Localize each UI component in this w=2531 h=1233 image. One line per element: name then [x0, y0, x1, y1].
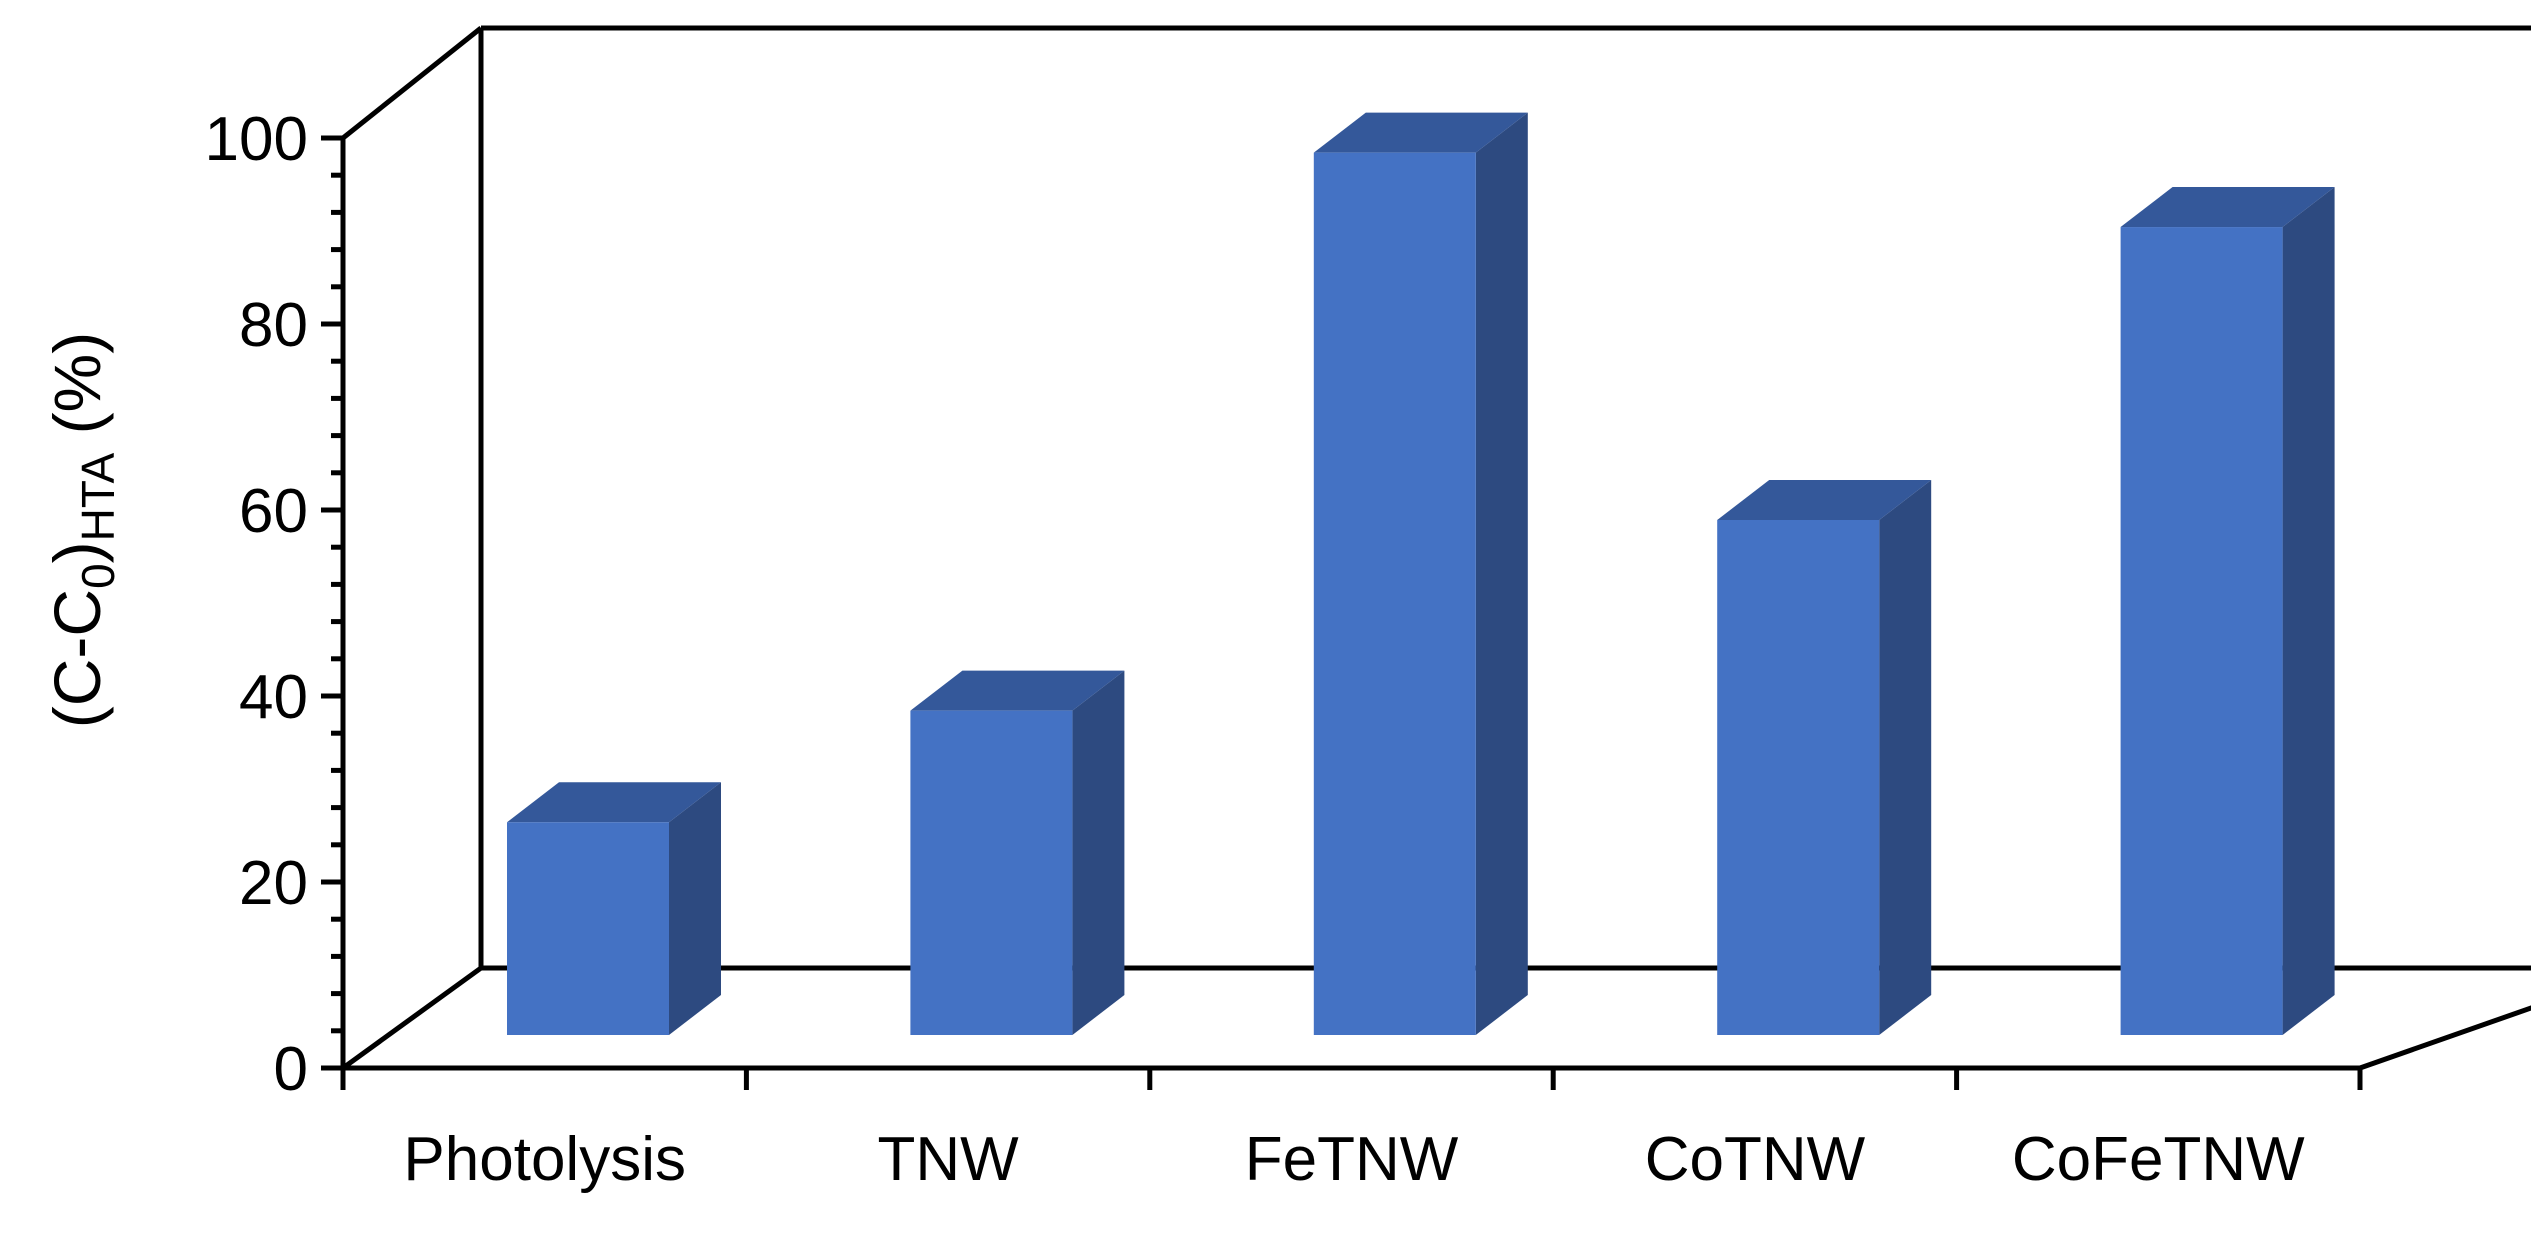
- x-axis: Photolysis TNW FeTNW CoTNW CoFeTNW: [340, 1065, 2363, 1194]
- bar: [1313, 112, 1528, 1035]
- bar-front: [910, 710, 1073, 1035]
- bar-top: [910, 670, 1125, 711]
- bar-side: [669, 782, 721, 1035]
- x-tick-label: TNW: [878, 1125, 1020, 1194]
- y-axis-title-sub-hta: HTA: [72, 452, 124, 541]
- y-tick-label: 80: [239, 291, 308, 360]
- floor-left-diagonal: [341, 965, 483, 1071]
- floor-right-diagonal: [2359, 1005, 2531, 1071]
- y-axis-title-close: ): [40, 541, 114, 563]
- bar-side: [2282, 187, 2335, 1036]
- bar: [1717, 480, 1932, 1035]
- bars-group: [507, 112, 2335, 1036]
- x-tick-label: FeTNW: [1245, 1125, 1459, 1194]
- bar-front: [507, 822, 669, 1035]
- bar-front: [1313, 152, 1476, 1035]
- y-tick-label: 0: [274, 1035, 308, 1104]
- bar-front: [2120, 227, 2283, 1036]
- x-tick-label: CoFeTNW: [2012, 1125, 2305, 1194]
- wall-top-diagonal: [341, 26, 483, 140]
- y-tick-label: 60: [239, 477, 308, 546]
- bar: [507, 782, 721, 1035]
- bar-top: [1717, 480, 1932, 520]
- bar-front: [1717, 520, 1880, 1035]
- bar-top: [1313, 112, 1528, 153]
- y-tick-label: 100: [205, 105, 308, 174]
- y-axis-title: (C-C0)HTA (%): [40, 332, 124, 728]
- bar-top: [507, 782, 721, 823]
- y-axis-title-prefix: (C-C: [40, 589, 114, 728]
- y-tick-label: 20: [239, 849, 308, 918]
- bar: [2120, 187, 2335, 1036]
- y-axis-title-sub0: 0: [72, 563, 124, 589]
- bar-side: [1475, 112, 1528, 1035]
- bar-side: [1072, 670, 1125, 1035]
- chart-frame: [341, 25, 2531, 1071]
- x-tick-label: CoTNW: [1645, 1125, 1866, 1194]
- y-axis: 0 20 40 60 80 100: [205, 105, 346, 1104]
- y-tick-label: 40: [239, 663, 308, 732]
- bar: [910, 670, 1125, 1035]
- x-tick-label: Photolysis: [403, 1125, 686, 1194]
- y-axis-title-suffix: (%): [40, 332, 114, 453]
- bar-side: [1879, 480, 1932, 1035]
- bar-top: [2120, 187, 2335, 228]
